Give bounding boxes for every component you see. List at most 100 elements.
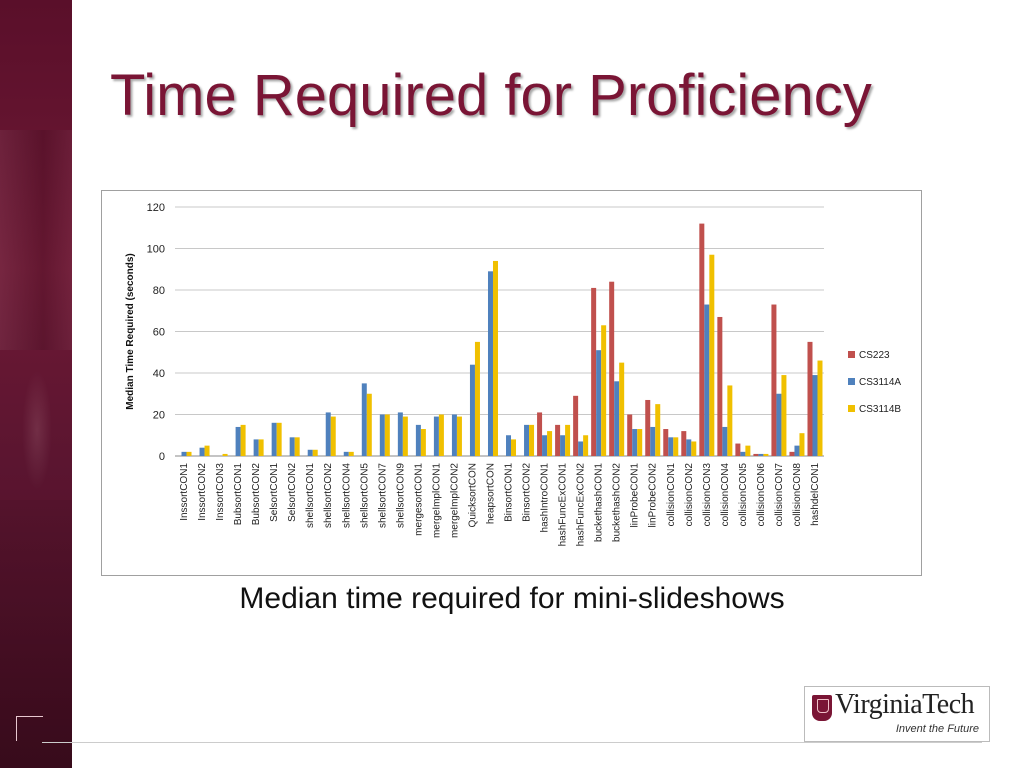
y-tick-label: 20 — [153, 410, 165, 422]
bar-cs3114a — [433, 416, 439, 456]
bar-cs3114b — [583, 435, 589, 456]
y-tick-label: 80 — [153, 285, 165, 297]
x-tick-label: mergesortCON1 — [413, 463, 424, 536]
bar-cs3114b — [276, 422, 282, 456]
bar-cs3114a — [451, 414, 457, 456]
x-tick-label: buckethashCON1 — [594, 463, 605, 542]
bar-cs3114b — [763, 453, 769, 456]
bar-cs3114a — [812, 375, 818, 456]
sidebar-texture-shadow — [0, 500, 72, 768]
footer-divider — [42, 742, 982, 743]
bar-cs3114b — [673, 437, 679, 456]
bar-cs3114b — [529, 424, 535, 457]
caption-text: Median time required for mini-slideshows — [239, 582, 785, 615]
bar-cs3114a — [560, 435, 566, 456]
bar-cs3114a — [740, 451, 746, 456]
bar-cs3114a — [361, 383, 367, 457]
bar-cs3114b — [258, 439, 264, 456]
bar-cs3114a — [776, 393, 782, 456]
x-tick-label: buckethashCON2 — [612, 463, 623, 542]
bar-cs3114a — [794, 445, 800, 457]
bar-cs3114a — [469, 364, 475, 456]
bar-chart: 0 20 40 60 80 100 120 Median Time Required (sec… — [125, 202, 901, 547]
bar-cs3114a — [704, 304, 710, 456]
bar-cs3114b — [474, 341, 480, 457]
legend-swatch — [848, 351, 855, 358]
bar-cs3114a — [524, 424, 530, 457]
x-tick-label: collisionCON2 — [684, 463, 695, 527]
y-tick-label: 40 — [153, 368, 165, 380]
x-tick-label: linProbeCON1 — [630, 463, 641, 528]
x-tick-label: collisionCON7 — [774, 463, 785, 527]
bar-cs3114a — [650, 426, 656, 456]
legend-swatch — [848, 405, 855, 412]
bar-cs3114a — [487, 271, 493, 456]
x-tick-label: BubsortCON2 — [251, 463, 262, 526]
x-tick-label: hashdelCON1 — [810, 463, 821, 526]
x-tick-label: mergeImplCON1 — [431, 463, 442, 538]
bar-cs223 — [681, 431, 687, 456]
x-tick-label: BubsortCON1 — [233, 463, 244, 526]
bar-cs3114b — [240, 424, 246, 457]
bar-cs3114a — [271, 422, 277, 456]
x-tick-label: SelsortCON2 — [287, 463, 298, 522]
bar-cs3114b — [745, 445, 751, 457]
bar-cs3114b — [312, 449, 318, 456]
bar-cs3114b — [366, 393, 372, 456]
x-tick-label: hashFuncExCON2 — [576, 463, 587, 547]
bar-cs3114b — [709, 254, 715, 456]
bar-cs3114b — [817, 360, 823, 456]
x-tick-label: InssortCON3 — [215, 463, 226, 521]
bar-cs3114b — [655, 404, 661, 457]
bar-cs3114a — [181, 451, 187, 456]
bar-cs3114a — [253, 439, 259, 456]
bar-cs3114b — [601, 325, 607, 456]
bar-cs3114b — [547, 431, 553, 456]
x-tick-label: shellsortCON4 — [341, 463, 352, 528]
bar-cs3114b — [222, 453, 228, 456]
bar-cs3114a — [506, 435, 512, 456]
y-axis-title: Median Time Required (seconds) — [125, 253, 136, 410]
bar-cs223 — [789, 451, 795, 456]
bar-cs3114b — [420, 429, 426, 456]
bar-cs223 — [591, 287, 597, 456]
bar-cs3114a — [578, 441, 584, 456]
legend-label: CS3114B — [859, 404, 901, 415]
x-tick-label: InssortCON1 — [179, 463, 190, 521]
bar-cs3114b — [781, 375, 787, 456]
y-tick-label: 120 — [147, 202, 165, 214]
logo-tagline: Invent the Future — [895, 723, 979, 735]
slide-sidebar — [0, 0, 72, 768]
x-tick-label: collisionCON5 — [738, 463, 749, 527]
bar-cs3114b — [186, 451, 192, 456]
bar-cs3114a — [722, 426, 728, 456]
bar-cs3114b — [384, 414, 390, 456]
bar-cs3114a — [235, 426, 241, 456]
slide-title: Time Required for Proficiency — [110, 63, 872, 128]
bar-cs3114b — [330, 416, 336, 456]
bar-cs223 — [717, 316, 723, 456]
x-tick-label: InssortCON2 — [197, 463, 208, 521]
x-tick-label: collisionCON3 — [702, 463, 713, 527]
bar-cs223 — [645, 399, 651, 456]
legend-label: CS3114A — [859, 377, 901, 388]
legend-swatch — [848, 378, 855, 385]
corner-bracket — [16, 716, 43, 741]
bar-cs3114a — [307, 449, 313, 456]
bar-cs3114b — [348, 451, 354, 456]
x-tick-label: collisionCON4 — [720, 463, 731, 527]
y-tick-label: 60 — [153, 327, 165, 339]
bar-cs223 — [663, 429, 669, 456]
bar-cs3114b — [438, 414, 444, 456]
x-tick-label: collisionCON1 — [666, 463, 677, 527]
bar-cs3114b — [204, 445, 210, 457]
bar-cs3114b — [402, 416, 408, 456]
bar-cs3114b — [565, 424, 571, 457]
bar-cs223 — [627, 414, 633, 456]
bar-cs223 — [771, 304, 777, 456]
x-tick-label: shellsortCON7 — [377, 463, 388, 528]
bar-cs3114a — [343, 451, 349, 456]
x-tick-label: shellsortCON9 — [395, 463, 406, 528]
bar-cs3114a — [758, 453, 764, 456]
bar-cs3114a — [289, 437, 295, 456]
